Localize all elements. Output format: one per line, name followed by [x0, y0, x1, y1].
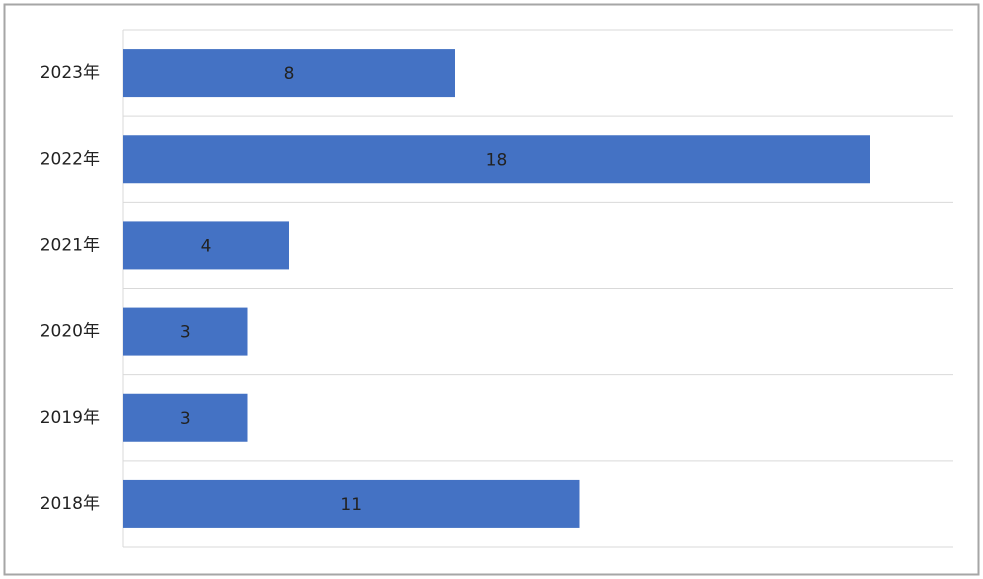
y-tick-label: 2021年 [40, 235, 100, 255]
bar [123, 393, 248, 442]
bar [123, 135, 870, 184]
data-label: 4 [201, 236, 212, 256]
y-tick-label: 2018年 [40, 494, 100, 514]
bar [123, 307, 248, 356]
chart-border [3, 3, 980, 576]
y-tick-label: 2019年 [40, 408, 100, 428]
bar [123, 479, 580, 528]
y-tick-label: 2023年 [40, 63, 100, 83]
data-label: 18 [486, 150, 508, 170]
data-label: 11 [340, 495, 362, 515]
data-label: 3 [180, 409, 191, 429]
y-tick-label: 2020年 [40, 322, 100, 342]
y-tick-label: 2022年 [40, 149, 100, 169]
data-label: 8 [284, 64, 295, 84]
bar [123, 49, 455, 98]
data-label: 3 [180, 323, 191, 343]
bar [123, 221, 289, 270]
